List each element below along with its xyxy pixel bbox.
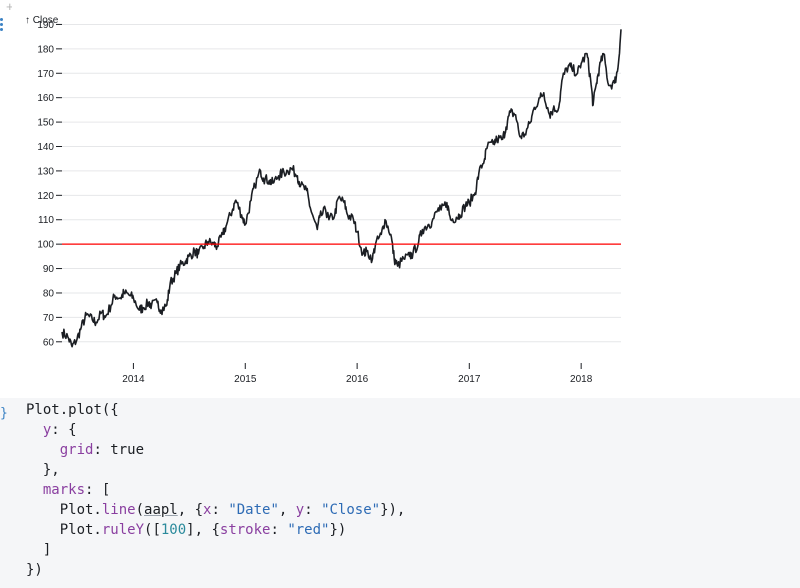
- code-token: : {: [51, 422, 77, 438]
- code-token: : true: [93, 442, 145, 458]
- code-token: "Date": [228, 502, 279, 518]
- code-token: ruleY: [101, 522, 145, 538]
- code-token: ]: [26, 542, 52, 558]
- code-editor[interactable]: } Plot.plot({ y: { grid: true }, marks: …: [0, 398, 800, 588]
- code-token: .: [59, 402, 69, 418]
- y-tick-label: 170: [37, 69, 54, 80]
- code-token: [26, 482, 43, 498]
- y-axis-label: ↑ Close: [25, 15, 59, 26]
- code-token: plot: [68, 402, 102, 418]
- y-axis: 60 70 80 90 100 110 120 130 140 150 160 170 180 190: [37, 20, 62, 348]
- y-tick-label: 160: [37, 93, 54, 104]
- code-token: Plot.: [26, 502, 102, 518]
- code-token: :: [211, 502, 229, 518]
- y-tick-label: 130: [37, 166, 54, 177]
- code-token: , {: [177, 502, 204, 518]
- code-line: },: [26, 462, 60, 478]
- code-token: }): [26, 562, 43, 578]
- y-tick-label: 110: [38, 215, 54, 226]
- code-token: },: [26, 462, 60, 478]
- code-line: y: {: [26, 422, 77, 438]
- x-axis: 2014 2015 2016 2017 2018: [122, 363, 593, 385]
- y-tick-label: 120: [37, 191, 54, 202]
- y-tick-label: 80: [43, 288, 55, 299]
- code-token: : [: [85, 482, 111, 498]
- y-tick-label: 180: [37, 44, 54, 55]
- code-line: }): [26, 562, 43, 578]
- y-grid: [62, 23, 621, 343]
- series-line-close: [61, 29, 622, 348]
- x-tick-label: 2017: [458, 374, 481, 385]
- x-tick-label: 2015: [234, 374, 257, 385]
- line-chart: 60 70 80 90 100 110 120 130 140 150 160 170 180 190 2…: [25, 15, 622, 385]
- code-token: 100: [160, 522, 187, 538]
- code-line: Plot.line(aapl, {x: "Date", y: "Close"})…: [26, 502, 406, 518]
- code-token: aapl: [144, 502, 178, 518]
- code-token: [26, 422, 43, 438]
- code-token: ({: [101, 402, 119, 418]
- code-token: "Close": [321, 502, 381, 518]
- y-tick-label: 150: [37, 118, 54, 129]
- y-tick-label: 90: [43, 264, 55, 275]
- code-token: [26, 442, 60, 458]
- code-token: }),: [380, 502, 406, 518]
- code-token: y: [295, 502, 305, 518]
- code-line: Plot.plot({: [26, 402, 119, 418]
- code-token: x: [203, 502, 212, 518]
- code-token: ([: [144, 522, 161, 538]
- code-line: Plot.ruleY([100], {stroke: "red"}): [26, 522, 347, 538]
- x-tick-label: 2016: [346, 374, 369, 385]
- plus-icon[interactable]: +: [6, 0, 14, 14]
- code-token: line: [101, 502, 136, 518]
- y-tick-label: 70: [43, 313, 55, 324]
- code-token: ], {: [186, 522, 220, 538]
- code-token: Plot.: [26, 522, 102, 538]
- code-token: :: [304, 502, 322, 518]
- y-tick-label: 140: [37, 142, 54, 153]
- code-line: marks: [: [26, 482, 110, 498]
- code-block[interactable]: Plot.plot({ y: { grid: true }, marks: [ …: [26, 400, 405, 580]
- x-tick-label: 2018: [570, 374, 593, 385]
- code-token: ,: [278, 502, 296, 518]
- cell-gutter: +: [0, 0, 14, 398]
- code-token: Plot: [26, 402, 60, 418]
- code-token: }): [329, 522, 347, 538]
- y-tick-label: 190: [37, 20, 54, 31]
- code-token: y: [42, 422, 52, 438]
- y-tick-label: 60: [43, 337, 55, 348]
- cell-output: 60 70 80 90 100 110 120 130 140 150 160 170 180 190 2…: [12, 0, 800, 398]
- drag-handle-icon[interactable]: [0, 18, 4, 32]
- braces-icon[interactable]: }: [0, 406, 8, 421]
- code-token: grid: [59, 442, 94, 458]
- y-tick-label: 100: [37, 240, 54, 251]
- code-token: (: [135, 502, 145, 518]
- code-token: stroke: [219, 522, 271, 538]
- code-token: "red": [287, 522, 330, 538]
- code-line: grid: true: [26, 442, 144, 458]
- code-token: marks: [42, 482, 86, 498]
- code-token: :: [270, 522, 288, 538]
- x-tick-label: 2014: [122, 374, 145, 385]
- code-line: ]: [26, 542, 51, 558]
